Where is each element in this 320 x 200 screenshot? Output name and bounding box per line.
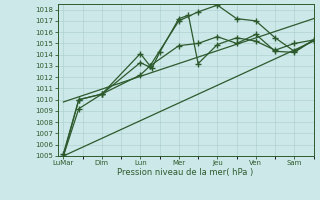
X-axis label: Pression niveau de la mer( hPa ): Pression niveau de la mer( hPa ) <box>117 168 254 177</box>
